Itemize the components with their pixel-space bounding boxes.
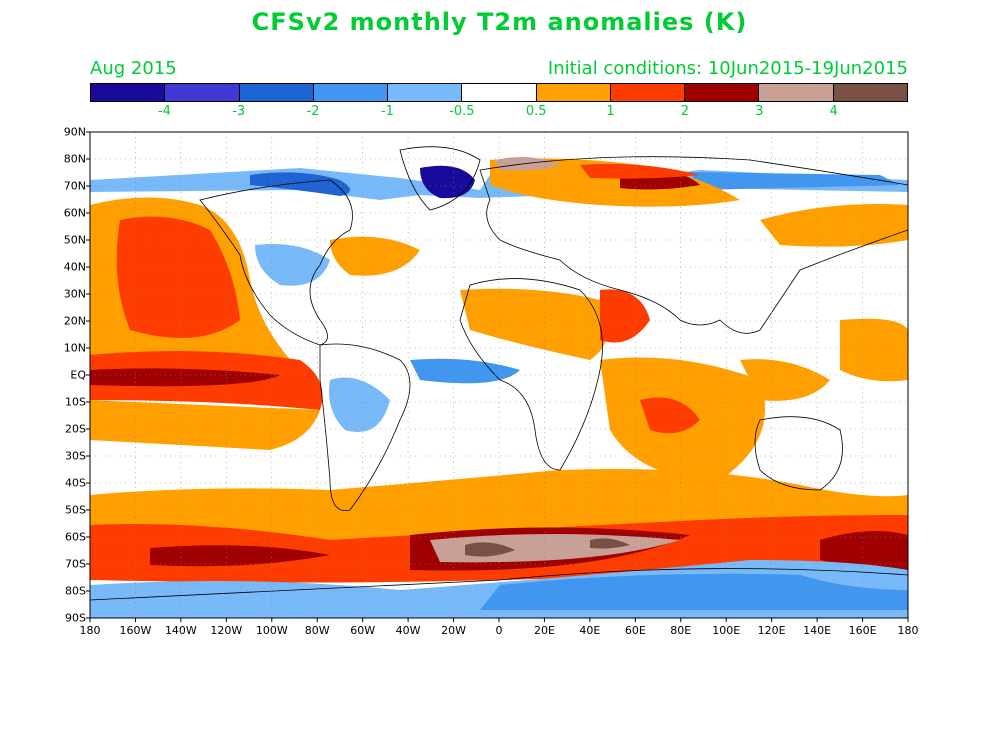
latitude-label: 90S [65, 611, 86, 625]
southern-brown [465, 542, 515, 557]
colorbar-swatch [462, 84, 537, 101]
anomaly-shading [90, 156, 908, 618]
colorbar-label: 1 [606, 104, 615, 119]
longitude-label: 20W [441, 624, 466, 637]
longitude-label: 80E [670, 624, 692, 637]
colorbar-label: 0.5 [525, 104, 547, 119]
colorbar-swatch [165, 84, 240, 101]
colorbar-label: 4 [829, 104, 838, 119]
southern-darkred [150, 545, 330, 567]
latitude-label: 20N [63, 314, 86, 328]
latitude-label: 30S [65, 449, 86, 463]
longitude-label: 60W [350, 624, 376, 637]
longitude-label: 40W [395, 624, 421, 637]
greenland-outline [399, 146, 481, 211]
latitude-label: EQ [70, 368, 86, 382]
longitude-label: 120E [757, 624, 786, 637]
latitude-label: 40N [63, 260, 86, 274]
colorbar-label: -3 [232, 104, 246, 119]
longitude-label: 160W [119, 624, 152, 637]
latitude-label: 90N [63, 125, 86, 139]
antarctic-strong-cold [480, 573, 908, 610]
longitude-label: 60E [624, 624, 646, 637]
north-pacific-strong [116, 216, 240, 338]
south-america-cold [329, 377, 390, 432]
latitude-label: 70S [65, 557, 86, 571]
indian-ocean-red [640, 397, 700, 434]
map-title: CFSv2 monthly T2m anomalies (K) [251, 8, 748, 36]
colorbar-label: -2 [306, 104, 320, 119]
enso-core [90, 368, 280, 387]
siberia-red [580, 163, 700, 179]
latitude-label: 60N [63, 206, 86, 220]
longitude-label: 120W [210, 624, 243, 637]
colorbar-label: 2 [680, 104, 690, 119]
latitude-label: 10N [63, 341, 86, 355]
latitude-label: 70N [63, 179, 86, 193]
colorbar-swatch [239, 84, 314, 101]
longitude-label: 100W [255, 624, 288, 637]
north-america-cold [255, 244, 330, 286]
longitude-label: 80W [304, 624, 330, 637]
colorbar-label: -1 [380, 104, 394, 119]
australia-outline [754, 416, 843, 491]
longitude-label: 20E [533, 624, 555, 637]
colorbar-swatch [610, 84, 686, 101]
colorbar-swatch [536, 84, 611, 101]
latitude-label: 80S [65, 584, 86, 598]
east-asia-warm [760, 204, 908, 247]
maritime-continent-warm [740, 359, 830, 401]
ross-sea-darkred [820, 531, 908, 570]
atlantic-cold [410, 358, 520, 384]
southern-brown-east [590, 538, 630, 549]
longitude-label: 140W [164, 624, 197, 637]
longitude-label: 40E [579, 624, 601, 637]
colorbar-swatch [313, 84, 389, 101]
africa-outline [459, 278, 603, 471]
colorbar-swatch [91, 84, 166, 101]
arctic-strong-cold [250, 172, 350, 196]
latitude-label: 40S [65, 476, 86, 490]
latitude-label: 50N [63, 233, 86, 247]
colorbar-swatch [833, 84, 907, 101]
west-pacific-warm [840, 318, 908, 382]
south-america-outline [319, 343, 411, 512]
latitude-label: 60S [65, 530, 86, 544]
north-atlantic-warm [330, 236, 420, 276]
eurasia-outline [479, 156, 908, 334]
longitude-label: 160E [848, 624, 877, 637]
europe-warm [490, 158, 740, 207]
colorbar [90, 83, 908, 102]
longitude-label: 140E [803, 624, 832, 637]
initial-conditions: Initial conditions: 10Jun2015-19Jun2015 [547, 58, 908, 79]
longitude-label: 100E [712, 624, 741, 637]
axis-ticks [86, 131, 909, 622]
africa-warm [460, 288, 608, 360]
latitude-label: 80N [63, 152, 86, 166]
colorbar-swatch [685, 84, 760, 101]
greenland-cold [420, 165, 475, 199]
colorbar-label: -0.5 [449, 104, 475, 119]
north-america-outline [199, 179, 353, 346]
antarctica-outline [90, 568, 908, 601]
latitude-label: 50S [65, 503, 86, 517]
siberia-cold [690, 172, 900, 190]
latitude-label: 30N [63, 287, 86, 301]
longitude-label: 180 [897, 624, 919, 637]
south-pacific-warm [90, 400, 320, 450]
longitude-label: 180 [79, 624, 101, 637]
graticule [90, 132, 908, 618]
colorbar-label: -4 [157, 104, 171, 119]
latitude-label: 10S [65, 395, 86, 409]
colorbar-swatch [388, 84, 463, 101]
colorbar-label: 3 [755, 104, 764, 119]
colorbar-swatch [759, 84, 834, 101]
coastlines [90, 146, 908, 601]
longitude-label: 0 [495, 624, 503, 637]
latitude-label: 20S [65, 422, 86, 436]
middle-east-warm [600, 289, 650, 343]
forecast-month: Aug 2015 [90, 58, 177, 79]
